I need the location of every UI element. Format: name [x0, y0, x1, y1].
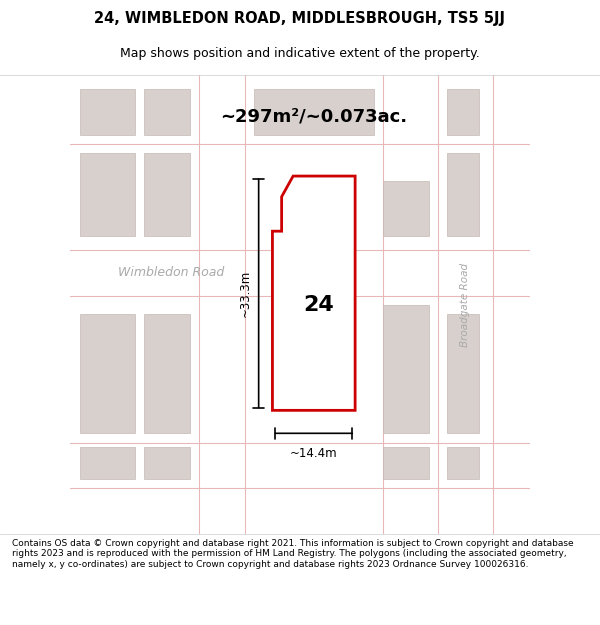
Text: Wimbledon Road: Wimbledon Road — [118, 266, 224, 279]
Text: ~14.4m: ~14.4m — [290, 447, 338, 460]
Text: Broadgate Road: Broadgate Road — [460, 262, 470, 347]
Text: Map shows position and indicative extent of the property.: Map shows position and indicative extent… — [120, 48, 480, 61]
Polygon shape — [272, 176, 355, 411]
Text: 24, WIMBLEDON ROAD, MIDDLESBROUGH, TS5 5JJ: 24, WIMBLEDON ROAD, MIDDLESBROUGH, TS5 5… — [95, 11, 505, 26]
Text: 24: 24 — [303, 294, 334, 315]
FancyBboxPatch shape — [383, 304, 428, 433]
FancyBboxPatch shape — [144, 89, 190, 135]
FancyBboxPatch shape — [144, 314, 190, 433]
FancyBboxPatch shape — [79, 153, 134, 236]
FancyBboxPatch shape — [447, 314, 479, 433]
FancyBboxPatch shape — [447, 447, 479, 479]
FancyBboxPatch shape — [383, 181, 428, 236]
Text: ~33.3m: ~33.3m — [239, 269, 252, 317]
FancyBboxPatch shape — [79, 314, 134, 433]
FancyBboxPatch shape — [447, 89, 479, 135]
FancyBboxPatch shape — [383, 447, 428, 479]
Text: ~297m²/~0.073ac.: ~297m²/~0.073ac. — [220, 107, 407, 126]
FancyBboxPatch shape — [447, 153, 479, 236]
FancyBboxPatch shape — [144, 447, 190, 479]
FancyBboxPatch shape — [254, 89, 373, 135]
FancyBboxPatch shape — [144, 153, 190, 236]
FancyBboxPatch shape — [79, 447, 134, 479]
Text: Contains OS data © Crown copyright and database right 2021. This information is : Contains OS data © Crown copyright and d… — [12, 539, 574, 569]
FancyBboxPatch shape — [79, 89, 134, 135]
